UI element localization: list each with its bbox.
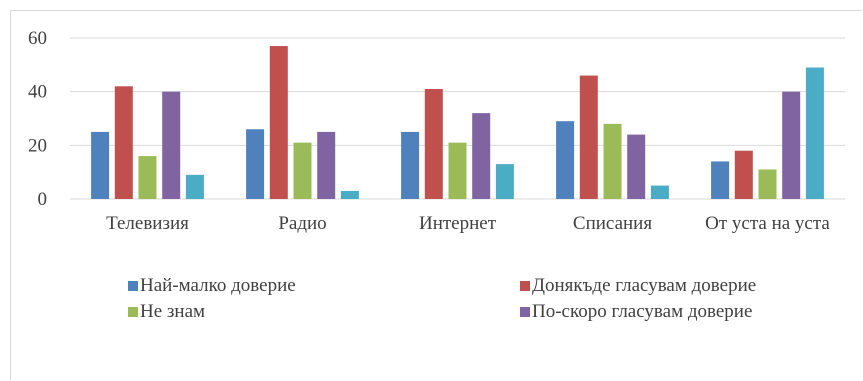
bar-series-1-1 (91, 131, 110, 199)
bar-series-5-5 (805, 67, 824, 200)
legend-item-series-1: Най-малко доверие (128, 275, 520, 297)
bar-series-3-3 (448, 142, 467, 199)
y-tick-label-20: 20 (28, 135, 47, 156)
legend-swatch-series-1 (128, 281, 138, 291)
bar-series-4-5 (782, 91, 801, 199)
legend: Най-малко доверие Донякъде гласувам дове… (128, 275, 828, 323)
bar-series-4-2 (317, 131, 336, 199)
bar-series-2-1 (114, 86, 133, 199)
legend-swatch-series-3 (128, 307, 138, 317)
bar-series-3-4 (603, 123, 622, 199)
x-category-label-1: Телевизия (106, 213, 189, 234)
bar-series-1-2 (246, 129, 265, 199)
bar-series-4-4 (627, 134, 646, 199)
legend-label-series-2: Донякъде гласувам доверие (532, 275, 757, 296)
bar-series-2-4 (579, 75, 598, 199)
bar-series-1-4 (556, 121, 575, 199)
y-tick-label-0: 0 (38, 189, 48, 210)
legend-item-series-3: Не знам (128, 301, 520, 323)
legend-label-series-3: Не знам (140, 301, 206, 322)
x-category-label-5: От уста на уста (705, 213, 830, 234)
bar-series-5-2 (340, 190, 359, 199)
legend-label-series-1: Най-малко доверие (140, 275, 296, 296)
bar-series-4-1 (162, 91, 181, 199)
legend-swatch-series-2 (520, 281, 530, 291)
x-category-label-3: Интернет (419, 213, 497, 234)
bar-series-3-1 (138, 156, 157, 199)
legend-item-series-2: Донякъде гласувам доверие (520, 275, 828, 297)
bar-series-3-5 (758, 169, 777, 199)
bar-series-4-3 (472, 113, 491, 199)
y-tick-label-40: 40 (28, 82, 47, 103)
bar-series-2-3 (424, 88, 443, 199)
bar-series-5-3 (495, 164, 514, 199)
bar-series-2-2 (269, 46, 288, 199)
bar-series-2-5 (734, 150, 753, 199)
x-category-label-4: Списания (573, 213, 652, 234)
x-category-label-2: Радио (278, 213, 326, 234)
bar-series-1-3 (401, 131, 420, 199)
bar-series-5-1 (185, 174, 204, 199)
legend-label-series-4: По-скоро гласувам доверие (532, 301, 753, 322)
bar-series-3-2 (293, 142, 312, 199)
bar-series-5-4 (650, 185, 669, 199)
legend-item-series-4: По-скоро гласувам доверие (520, 301, 828, 323)
y-tick-label-60: 60 (28, 28, 47, 49)
legend-swatch-series-4 (520, 307, 530, 317)
bar-series-1-5 (711, 161, 730, 199)
